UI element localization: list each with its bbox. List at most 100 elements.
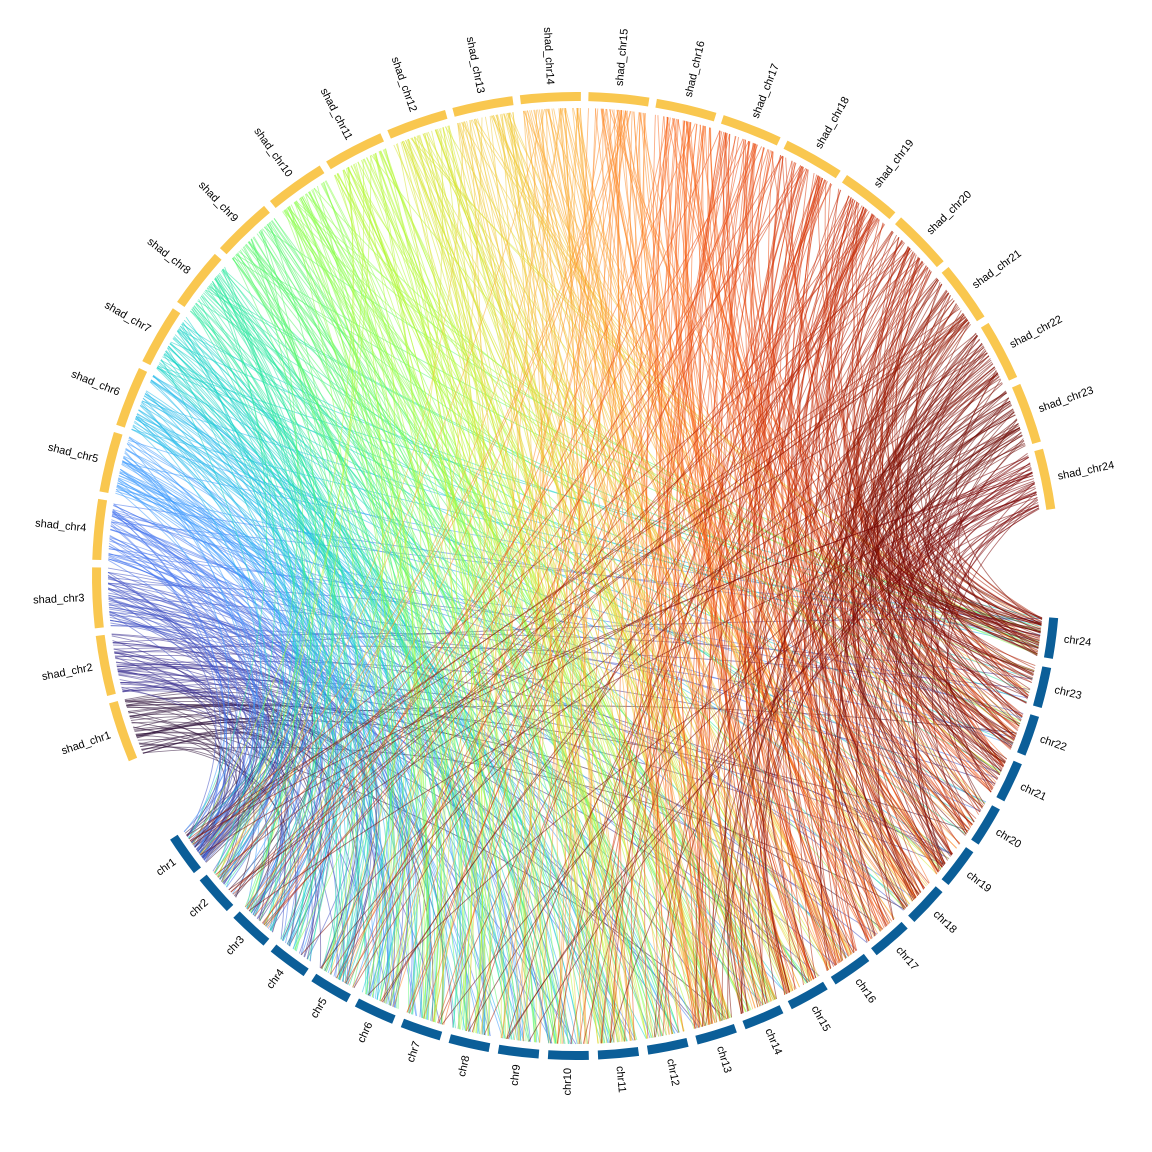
link xyxy=(134,418,349,945)
bottom-segment-chr17[interactable] xyxy=(871,921,908,956)
link xyxy=(833,319,969,899)
bottom-segment-chr3[interactable] xyxy=(233,911,270,946)
link xyxy=(470,119,730,1019)
link xyxy=(132,426,432,1020)
bottom-segment-chr12[interactable] xyxy=(646,1037,689,1055)
top-segment-shad_chr10[interactable] xyxy=(269,165,325,209)
link xyxy=(475,118,599,1044)
link xyxy=(108,594,278,885)
top-segment-shad_chr9[interactable] xyxy=(219,205,270,255)
bottom-segment-chr2[interactable] xyxy=(199,874,234,912)
bottom-segment-chr5[interactable] xyxy=(311,973,351,1003)
bottom-segment-chr14[interactable] xyxy=(742,1005,784,1030)
link xyxy=(890,303,1016,738)
bottom-segment-chr10[interactable] xyxy=(547,1050,589,1060)
link xyxy=(374,153,445,1025)
link xyxy=(177,330,615,1043)
top-segment-shad_chr7[interactable] xyxy=(142,308,181,366)
link xyxy=(509,112,587,1044)
bottom-segment-chr16[interactable] xyxy=(830,953,870,985)
link xyxy=(188,277,268,840)
link xyxy=(333,175,447,1020)
link xyxy=(805,177,1019,730)
link xyxy=(301,196,569,1044)
top-segment-shad_chr3[interactable] xyxy=(91,567,104,629)
link xyxy=(159,362,731,1019)
bottom-label-chr10: chr10 xyxy=(562,1068,574,1096)
bottom-segment-chr13[interactable] xyxy=(695,1023,737,1045)
link xyxy=(544,108,914,901)
bottom-segment-chr23[interactable] xyxy=(1032,666,1052,708)
top-segment-shad_chr15[interactable] xyxy=(588,92,650,107)
link xyxy=(458,122,636,1041)
link xyxy=(801,289,947,959)
link xyxy=(230,320,969,893)
link xyxy=(150,379,538,1043)
top-segment-shad_chr22[interactable] xyxy=(980,322,1018,381)
top-segment-shad_chr11[interactable] xyxy=(326,133,384,170)
link xyxy=(877,469,1042,630)
link xyxy=(695,316,966,1028)
link xyxy=(199,296,513,1040)
link xyxy=(704,149,770,1025)
bottom-segment-chr21[interactable] xyxy=(996,760,1022,802)
link xyxy=(239,249,384,988)
top-segment-shad_chr23[interactable] xyxy=(1011,383,1041,444)
top-segment-shad_chr19[interactable] xyxy=(841,174,896,220)
top-segment-shad_chr6[interactable] xyxy=(116,368,148,428)
top-segment-shad_chr13[interactable] xyxy=(452,96,514,117)
link xyxy=(261,165,802,924)
link xyxy=(416,135,550,1044)
link xyxy=(825,305,959,924)
link xyxy=(682,122,884,930)
top-segment-shad_chr18[interactable] xyxy=(783,140,841,179)
link xyxy=(904,456,1029,772)
link xyxy=(193,305,355,972)
top-segment-shad_chr20[interactable] xyxy=(895,217,944,268)
link xyxy=(290,204,443,1023)
top-segment-shad_chr24[interactable] xyxy=(1034,448,1056,510)
link xyxy=(655,292,949,1038)
link xyxy=(839,497,1038,868)
link xyxy=(834,283,943,962)
link xyxy=(841,252,917,899)
link xyxy=(200,475,1034,856)
link xyxy=(850,284,943,873)
link xyxy=(165,350,381,1000)
bottom-segment-chr20[interactable] xyxy=(971,805,1000,845)
top-segment-shad_chr2[interactable] xyxy=(95,634,116,697)
link xyxy=(630,143,756,1041)
bottom-segment-chr24[interactable] xyxy=(1043,617,1059,659)
link xyxy=(125,448,262,833)
top-segment-shad_chr21[interactable] xyxy=(941,267,985,322)
link xyxy=(217,274,540,1043)
top-segment-shad_chr5[interactable] xyxy=(99,432,123,493)
bottom-segment-chr9[interactable] xyxy=(497,1044,540,1059)
bottom-segment-chr15[interactable] xyxy=(787,981,828,1010)
bottom-segment-chr18[interactable] xyxy=(908,886,943,923)
bottom-label-chr24: chr24 xyxy=(1063,634,1092,649)
link xyxy=(914,496,1038,868)
link xyxy=(200,295,848,958)
top-segment-shad_chr4[interactable] xyxy=(92,498,108,561)
top-segment-shad_chr12[interactable] xyxy=(387,110,448,139)
link xyxy=(835,505,1039,943)
bottom-segment-chr6[interactable] xyxy=(354,998,396,1024)
bottom-segment-chr22[interactable] xyxy=(1017,714,1040,756)
bottom-segment-chr1[interactable] xyxy=(170,834,201,874)
link xyxy=(869,434,1023,744)
link xyxy=(824,242,1015,741)
top-segment-shad_chr1[interactable] xyxy=(109,701,138,762)
link xyxy=(408,138,486,1035)
bottom-segment-chr8[interactable] xyxy=(448,1034,491,1053)
link xyxy=(888,352,988,822)
top-segment-shad_chr16[interactable] xyxy=(655,98,717,122)
top-segment-shad_chr8[interactable] xyxy=(177,253,222,308)
bottom-segment-chr4[interactable] xyxy=(270,944,309,977)
link xyxy=(875,444,1035,673)
top-segment-shad_chr14[interactable] xyxy=(519,92,581,105)
top-segment-shad_chr17[interactable] xyxy=(720,115,781,146)
bottom-segment-chr7[interactable] xyxy=(400,1018,443,1041)
bottom-segment-chr11[interactable] xyxy=(597,1046,640,1060)
bottom-segment-chr19[interactable] xyxy=(941,847,974,886)
